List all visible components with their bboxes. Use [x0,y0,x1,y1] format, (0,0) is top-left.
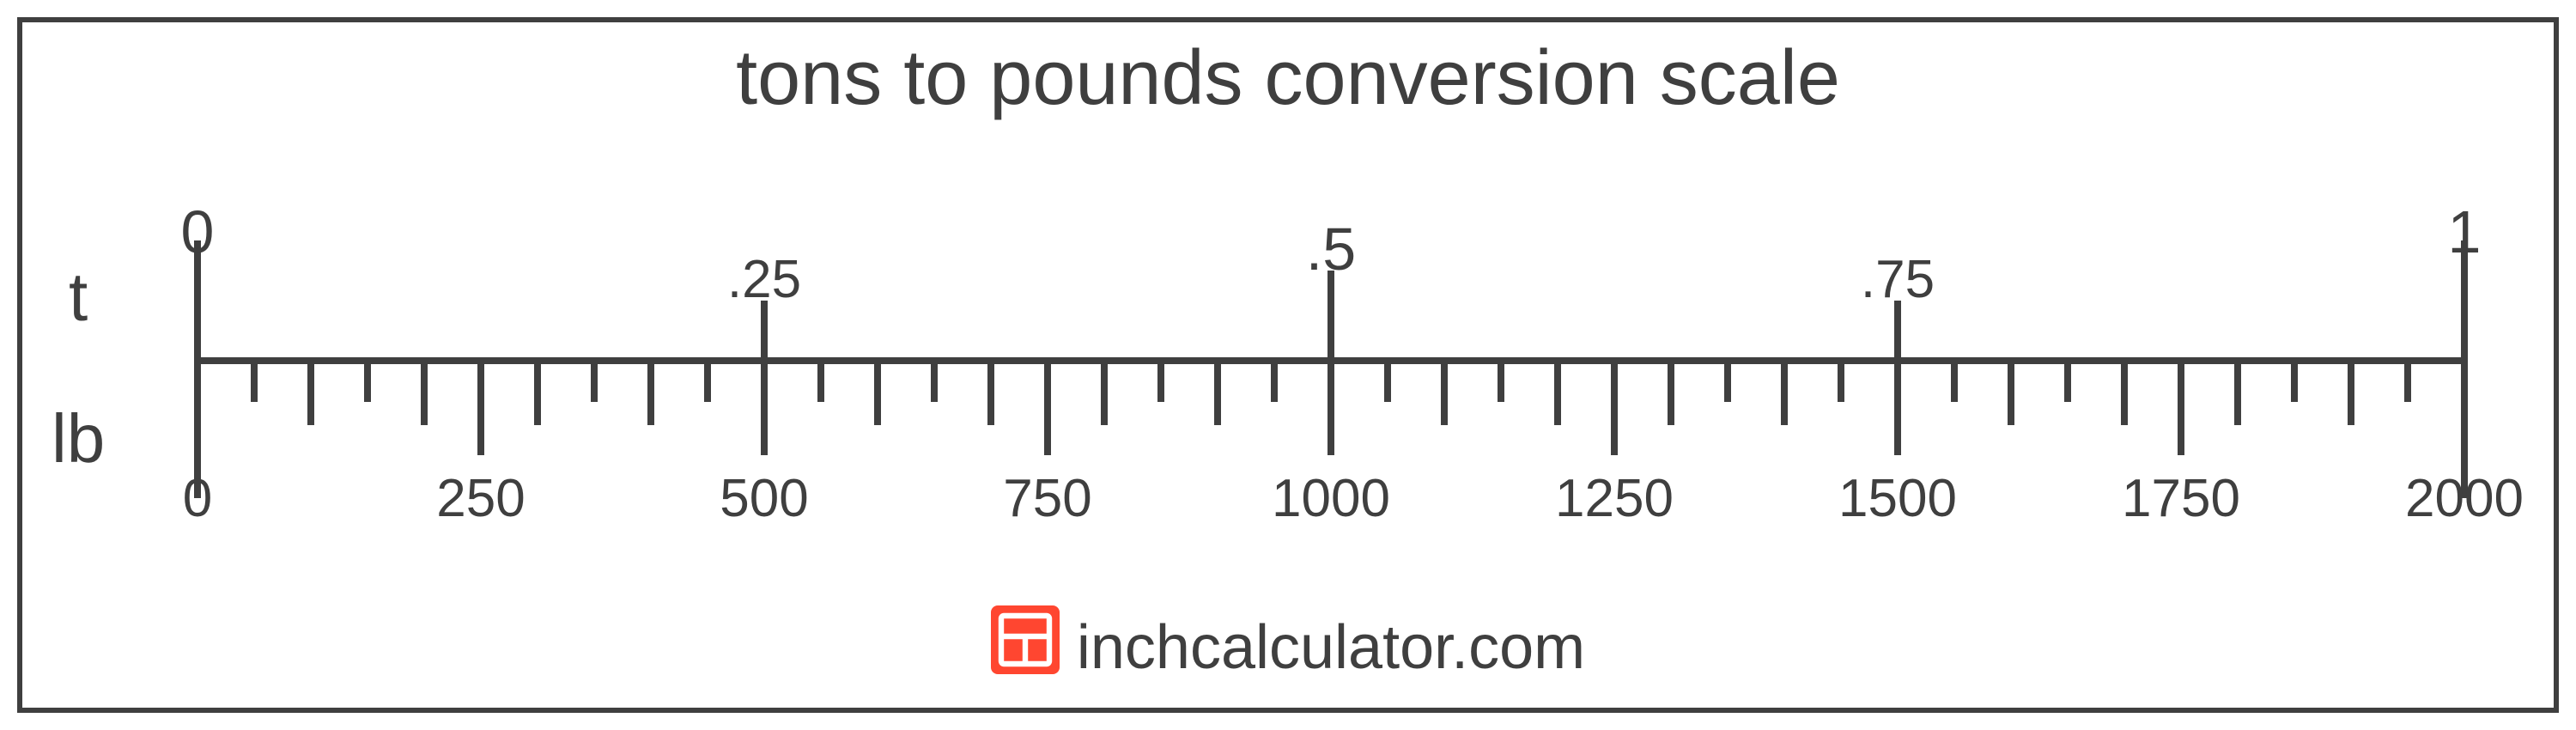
bottom-tick-label: 1000 [1272,468,1390,529]
bottom-tick [704,361,711,402]
top-tick-label: .75 [1861,249,1935,310]
bottom-tick [1214,361,1221,425]
top-tick-label: .5 [1306,215,1356,283]
bottom-tick [251,361,258,402]
bottom-tick [761,361,768,455]
bottom-tick [1611,361,1618,455]
bottom-tick [1044,361,1051,455]
bottom-tick [1668,361,1674,425]
bottom-tick [1271,361,1278,402]
bottom-unit-label: lb [52,399,105,478]
bottom-tick [817,361,824,402]
bottom-tick [1157,361,1164,402]
top-tick-label: .25 [727,249,801,310]
bottom-tick [421,361,428,425]
chart-title: tons to pounds conversion scale [0,34,2576,123]
bottom-tick [1384,361,1391,402]
bottom-tick [1724,361,1731,402]
bottom-tick [987,361,994,425]
bottom-tick [1498,361,1504,402]
bottom-tick [2121,361,2128,425]
bottom-tick [874,361,881,425]
bottom-tick [1838,361,1844,402]
bottom-tick [2178,361,2184,455]
top-tick [1327,271,1334,361]
bottom-tick-label: 250 [436,468,525,529]
top-tick-label: 1 [2448,198,2482,266]
bottom-tick [2348,361,2354,425]
footer: inchcalculator.com [0,605,2576,689]
bottom-tick [1781,361,1788,425]
bottom-tick-label: 750 [1003,468,1091,529]
bottom-tick [2404,361,2411,402]
top-tick-label: 0 [181,198,215,266]
bottom-tick [1951,361,1958,402]
bottom-tick-label: 0 [183,468,212,529]
bottom-tick-label: 1250 [1555,468,1674,529]
bottom-tick [1327,361,1334,455]
bottom-tick-label: 2000 [2405,468,2524,529]
bottom-tick [931,361,938,402]
bottom-tick [2008,361,2014,425]
bottom-tick-label: 1500 [1838,468,1957,529]
calculator-icon [991,605,1060,689]
bottom-tick [1101,361,1108,425]
bottom-tick [2291,361,2298,402]
bottom-tick [534,361,541,425]
bottom-tick-label: 1750 [2122,468,2240,529]
footer-text: inchcalculator.com [1077,612,1585,683]
top-unit-label: t [69,258,88,337]
bottom-tick-label: 500 [720,468,808,529]
bottom-tick [307,361,314,425]
bottom-tick [1441,361,1448,425]
bottom-tick [647,361,654,425]
bottom-tick [364,361,371,402]
bottom-tick [1554,361,1561,425]
bottom-tick [1894,361,1901,455]
bottom-tick [477,361,484,455]
bottom-tick [2064,361,2071,402]
bottom-tick [2234,361,2241,425]
bottom-tick [591,361,598,402]
